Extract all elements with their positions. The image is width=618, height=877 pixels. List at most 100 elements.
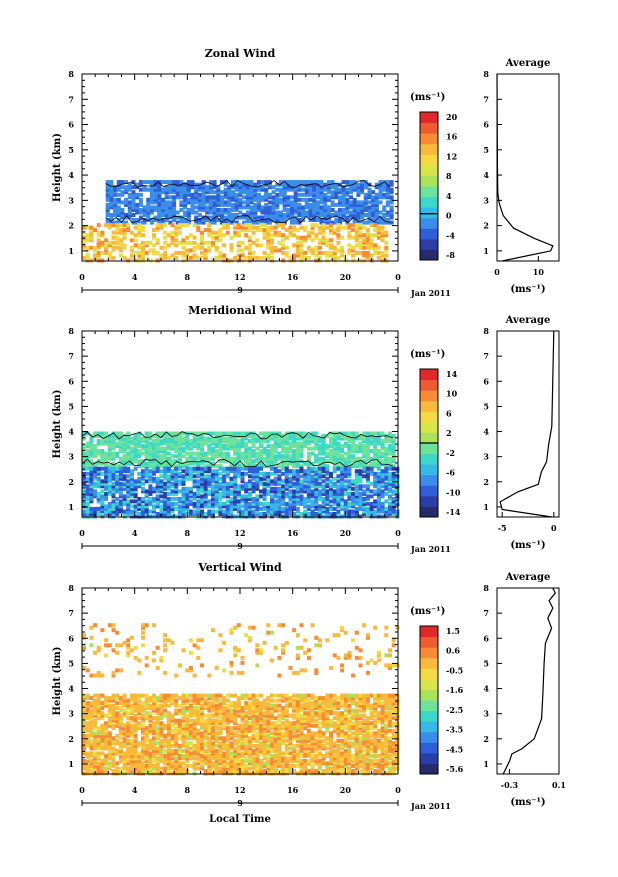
date-label: Jan 2011 [410,544,451,554]
heatmap-cell [373,228,377,232]
heatmap-cell [314,467,318,471]
heatmap-cell [263,447,267,451]
heatmap-cell [259,256,263,260]
y-tick-label: 1 [68,246,74,256]
heatmap-cell [86,467,90,471]
heatmap-cell [159,246,163,250]
heatmap-cell [167,497,171,501]
x-tick-label: 4 [132,272,138,282]
heatmap-cell [318,457,322,461]
heatmap-cell [370,467,374,471]
heatmap-cell [289,756,293,760]
heatmap-cell [189,452,193,456]
heatmap-cell [270,487,274,491]
heatmap-cell [340,236,344,240]
x-tick-label: 4 [132,528,138,538]
heatmap-cell [342,180,346,184]
heatmap-cell [132,213,136,217]
heatmap-cell [259,507,263,511]
heatmap-cell [141,761,145,765]
heatmap-cell [325,507,329,511]
heatmap-cell [366,502,370,506]
heatmap-cell [318,482,322,486]
heatmap-cell [132,185,136,189]
heatmap-cell [300,474,304,478]
colorbar-swatch [420,369,438,380]
heatmap-cell [266,489,270,493]
average-y-tick-label: 7 [483,351,489,361]
heatmap-cell [285,236,289,240]
heatmap-cell [119,432,123,436]
heatmap-cell [233,746,237,750]
heatmap-cell [259,472,263,476]
heatmap-cell [252,459,256,463]
x-tick-label: 0 [395,528,401,538]
heatmap-cell [303,497,307,501]
heatmap-cell [347,444,351,448]
heatmap-cell [366,467,370,471]
heatmap-cell [171,502,175,506]
heatmap-cell [167,492,171,496]
heatmap-cell [289,256,293,260]
heatmap-cell [384,482,388,486]
heatmap-cell [174,507,178,511]
heatmap-cell [370,253,374,257]
heatmap-cell [128,200,132,204]
heatmap-cell [325,761,329,765]
heatmap-cell [336,442,340,446]
heatmap-cell [120,180,124,184]
colorbar-swatch [420,390,438,401]
heatmap-cell [211,761,215,765]
heatmap-cell [174,256,178,260]
heatmap-cell [130,499,134,503]
heatmap-cell [255,494,259,498]
heatmap-cell [384,467,388,471]
heatmap-cell [314,769,318,773]
heatmap-cell [329,767,333,771]
heatmap-cell [325,452,329,456]
heatmap-cell [340,504,344,508]
heatmap-cell [93,246,97,250]
heatmap-cell [264,188,268,192]
heatmap-cell [123,494,127,498]
heatmap-cell [104,767,108,771]
heatmap-cell [108,484,112,488]
heatmap-cell [266,226,270,230]
heatmap-cell [274,432,278,436]
heatmap-cell [187,198,191,202]
heatmap-cell [307,434,311,438]
heatmap-cell [334,218,338,222]
heatmap-cell [349,211,353,215]
heatmap-cell [373,510,377,514]
heatmap-cell [366,251,370,255]
heatmap-cell [159,447,163,451]
heatmap-cell [248,474,252,478]
heatmap-cell [336,223,340,227]
heatmap-cell [119,457,123,461]
heatmap-cell [152,248,156,252]
heatmap-cell [384,246,388,250]
heatmap-cell [259,512,263,516]
heatmap-cell [351,510,355,514]
heatmap-cell [108,761,112,765]
heatmap-cell [300,248,304,252]
heatmap-cell [163,749,167,753]
heatmap-cell [185,236,189,240]
heatmap-cell [359,241,363,245]
heatmap-cell [388,472,392,476]
heatmap-cell [171,482,175,486]
heatmap-cell [196,479,200,483]
heatmap-cell [259,223,263,227]
heatmap-cell [86,502,90,506]
heatmap-cell [100,449,104,453]
heatmap-cell [292,482,296,486]
heatmap-cell [178,504,182,508]
heatmap-cell [187,208,191,212]
heatmap-cell [296,442,300,446]
heatmap-cell [230,236,234,240]
colorbar-swatch [420,464,438,475]
heatmap-cell [226,499,230,503]
heatmap-cell [141,469,145,473]
heatmap-cell [97,251,101,255]
heatmap-cell [126,432,130,436]
